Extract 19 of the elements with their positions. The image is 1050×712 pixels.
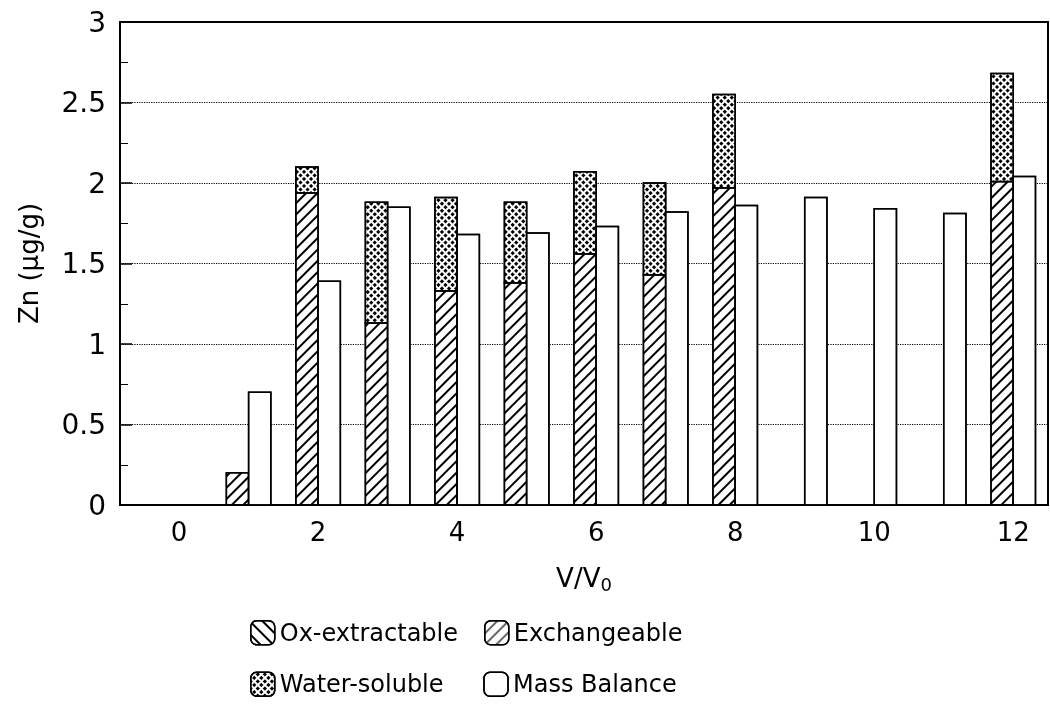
legend-label: Mass Balance — [513, 670, 677, 699]
y-tick-label: 0 — [88, 488, 106, 522]
x-tick-label: 4 — [448, 517, 466, 547]
x-tick-label: 6 — [587, 517, 605, 547]
x-tick-label: 10 — [857, 517, 891, 547]
y-tick-label: 1.5 — [61, 247, 106, 280]
x-tick-label: 2 — [309, 517, 327, 547]
legend-label: Water-soluble — [279, 670, 444, 699]
x-tick-label: 12 — [996, 517, 1030, 547]
y-tick-label: 2 — [88, 166, 106, 200]
y-tick-label: 2.5 — [61, 86, 106, 119]
y-axis-title: Zn (μg/g) — [14, 202, 44, 325]
legend-label: Exchangeable — [513, 618, 683, 647]
x-tick-label: 8 — [726, 517, 744, 547]
y-tick-label: 3 — [88, 5, 106, 39]
legend-label: Ox-extractable — [279, 618, 459, 647]
y-tick-label: 1 — [88, 327, 106, 361]
x-tick-label: 0 — [170, 517, 188, 547]
y-tick-label: 0.5 — [61, 408, 106, 441]
